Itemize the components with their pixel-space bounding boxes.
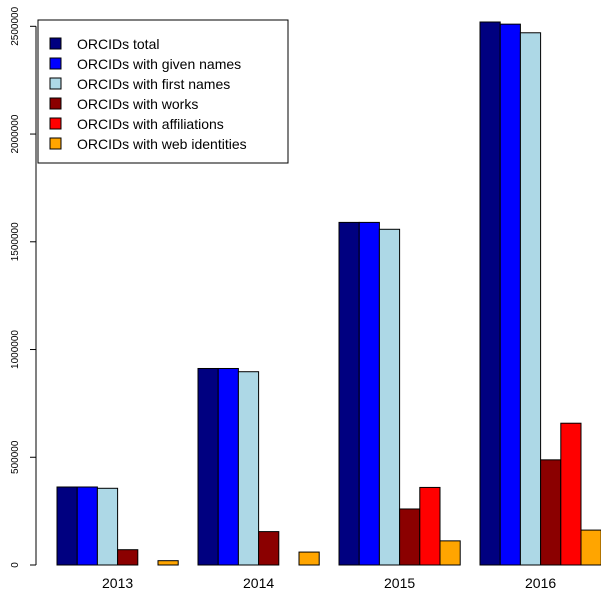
legend-swatch bbox=[49, 137, 62, 150]
legend-swatch bbox=[49, 77, 62, 90]
y-tick-label: 2500000 bbox=[10, 6, 21, 45]
legend-swatch bbox=[49, 37, 62, 50]
legend-label: ORCIDs with given names bbox=[77, 56, 241, 72]
x-axis-labels: 2013 2014 2015 2016 bbox=[102, 575, 556, 591]
bar bbox=[419, 486, 441, 566]
bar bbox=[298, 551, 320, 566]
legend-box bbox=[37, 19, 289, 164]
bar bbox=[117, 549, 139, 566]
bar bbox=[358, 221, 380, 566]
bar bbox=[378, 228, 401, 566]
x-category-label: 2016 bbox=[525, 575, 556, 591]
y-axis: 0 500000 1000000 1500000 2000000 2500000 bbox=[10, 6, 37, 568]
y-tick-label: 2000000 bbox=[10, 114, 21, 153]
bar bbox=[237, 371, 260, 566]
legend-swatch bbox=[49, 97, 62, 110]
bar bbox=[499, 23, 521, 566]
bar bbox=[580, 529, 601, 566]
x-category-label: 2013 bbox=[102, 575, 133, 591]
bar bbox=[540, 459, 562, 566]
x-category-label: 2015 bbox=[384, 575, 415, 591]
bar bbox=[560, 422, 582, 566]
bar bbox=[157, 560, 179, 566]
bar bbox=[96, 487, 119, 566]
y-tick-label: 1000000 bbox=[10, 330, 21, 369]
y-tick-label: 500000 bbox=[10, 440, 21, 474]
bar bbox=[217, 367, 239, 566]
bar bbox=[258, 531, 280, 566]
bar bbox=[338, 221, 360, 566]
bar bbox=[519, 32, 542, 566]
legend-label: ORCIDs with first names bbox=[77, 76, 230, 92]
y-tick-label: 0 bbox=[10, 562, 21, 568]
legend: ORCIDs total ORCIDs with given names ORCID… bbox=[37, 19, 289, 164]
bar bbox=[479, 21, 501, 566]
bars bbox=[56, 21, 601, 566]
bar bbox=[399, 508, 421, 566]
bar bbox=[197, 367, 219, 566]
legend-label: ORCIDs total bbox=[77, 36, 159, 52]
y-tick-label: 1500000 bbox=[10, 222, 21, 261]
bar bbox=[56, 486, 78, 566]
legend-swatch bbox=[49, 57, 62, 70]
legend-label: ORCIDs with web identities bbox=[77, 136, 247, 152]
legend-label: ORCIDs with works bbox=[77, 96, 198, 112]
x-category-label: 2014 bbox=[243, 575, 274, 591]
legend-swatch bbox=[49, 117, 62, 130]
bar bbox=[76, 486, 98, 566]
bar bbox=[439, 540, 461, 566]
legend-label: ORCIDs with affiliations bbox=[77, 116, 224, 132]
